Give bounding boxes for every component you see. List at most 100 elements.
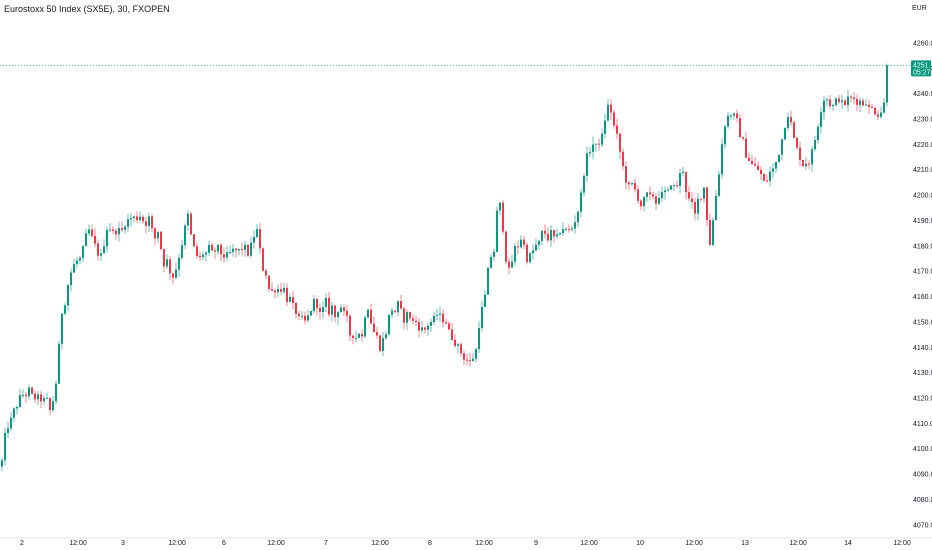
candle-body[interactable] [430, 322, 432, 326]
currency-label[interactable]: EUR [912, 5, 927, 12]
candle-body[interactable] [262, 248, 264, 271]
candle-body[interactable] [457, 344, 459, 346]
candle-body[interactable] [73, 263, 75, 273]
candle-body[interactable] [496, 210, 498, 252]
candle-body[interactable] [802, 159, 804, 167]
candle-body[interactable] [88, 229, 90, 234]
candle-body[interactable] [451, 329, 453, 340]
candle-body[interactable] [178, 257, 180, 270]
candle-body[interactable] [751, 160, 753, 164]
candle-body[interactable] [217, 244, 219, 252]
candle-body[interactable] [577, 211, 579, 223]
candle-body[interactable] [760, 169, 762, 175]
candle-body[interactable] [865, 104, 867, 106]
candle-body[interactable] [268, 275, 270, 289]
candle-body[interactable] [220, 244, 222, 255]
candle-body[interactable] [535, 244, 537, 251]
candle-body[interactable] [670, 185, 672, 190]
candle-body[interactable] [685, 171, 687, 193]
candle-body[interactable] [397, 301, 399, 313]
candle-body[interactable] [778, 154, 780, 162]
candle-body[interactable] [505, 231, 507, 262]
candle-body[interactable] [664, 190, 666, 193]
candle-body[interactable] [625, 166, 627, 183]
candle-body[interactable] [181, 245, 183, 258]
candle-body[interactable] [256, 229, 258, 237]
candle-body[interactable] [85, 233, 87, 247]
candle-body[interactable] [322, 306, 324, 312]
candle-body[interactable] [4, 432, 6, 461]
candle-body[interactable] [748, 157, 750, 161]
candle-body[interactable] [472, 358, 474, 361]
candle-body[interactable] [850, 96, 852, 98]
candle-body[interactable] [493, 251, 495, 257]
candle-body[interactable] [832, 105, 834, 107]
candle-body[interactable] [817, 126, 819, 141]
candle-body[interactable] [286, 287, 288, 302]
candle-body[interactable] [250, 242, 252, 256]
candle-body[interactable] [313, 298, 315, 312]
candle-body[interactable] [55, 383, 57, 402]
candle-body[interactable] [583, 175, 585, 193]
candle-body[interactable] [409, 312, 411, 319]
candle-body[interactable] [655, 196, 657, 204]
candle-body[interactable] [538, 240, 540, 245]
candle-body[interactable] [490, 256, 492, 268]
candle-body[interactable] [70, 272, 72, 286]
candle-body[interactable] [592, 144, 594, 152]
candle-body[interactable] [400, 301, 402, 309]
candle-body[interactable] [727, 115, 729, 127]
candle-body[interactable] [145, 221, 147, 226]
candle-body[interactable] [421, 327, 423, 331]
candle-body[interactable] [871, 106, 873, 108]
candle-body[interactable] [82, 246, 84, 258]
candle-body[interactable] [697, 198, 699, 214]
candle-body[interactable] [883, 102, 885, 113]
candle-body[interactable] [283, 287, 285, 292]
candle-body[interactable] [238, 248, 240, 251]
candle-body[interactable] [442, 313, 444, 323]
candle-body[interactable] [91, 229, 93, 236]
candle-body[interactable] [187, 213, 189, 226]
candle-body[interactable] [580, 192, 582, 212]
candle-body[interactable] [205, 252, 207, 255]
candle-body[interactable] [61, 313, 63, 344]
candle-body[interactable] [229, 252, 231, 254]
candle-body[interactable] [475, 349, 477, 359]
candle-body[interactable] [736, 113, 738, 119]
candle-body[interactable] [562, 229, 564, 234]
candle-body[interactable] [325, 297, 327, 307]
candle-body[interactable] [712, 220, 714, 245]
candle-body[interactable] [394, 310, 396, 313]
candle-body[interactable] [511, 261, 513, 268]
candle-body[interactable] [385, 334, 387, 339]
candle-body[interactable] [376, 332, 378, 336]
candle-body[interactable] [799, 147, 801, 160]
candle-body[interactable] [310, 311, 312, 316]
candle-body[interactable] [763, 174, 765, 181]
candle-body[interactable] [214, 250, 216, 252]
candle-body[interactable] [793, 122, 795, 138]
candle-body[interactable] [196, 246, 198, 256]
candle-body[interactable] [784, 127, 786, 140]
candle-body[interactable] [787, 117, 789, 128]
candle-body[interactable] [7, 428, 9, 433]
candle-body[interactable] [280, 288, 282, 292]
candle-body[interactable] [433, 315, 435, 323]
candle-body[interactable] [541, 230, 543, 241]
candle-body[interactable] [688, 192, 690, 199]
candle-body[interactable] [556, 234, 558, 237]
candle-body[interactable] [547, 233, 549, 241]
candle-body[interactable] [358, 333, 360, 338]
candle-body[interactable] [487, 267, 489, 295]
candle-body[interactable] [253, 236, 255, 243]
candle-body[interactable] [523, 239, 525, 245]
candle-body[interactable] [847, 96, 849, 106]
candle-body[interactable] [529, 253, 531, 263]
candle-body[interactable] [613, 112, 615, 126]
candle-body[interactable] [388, 314, 390, 335]
candle-body[interactable] [823, 100, 825, 113]
candle-body[interactable] [37, 394, 39, 400]
candle-body[interactable] [175, 269, 177, 278]
candle-body[interactable] [610, 104, 612, 113]
